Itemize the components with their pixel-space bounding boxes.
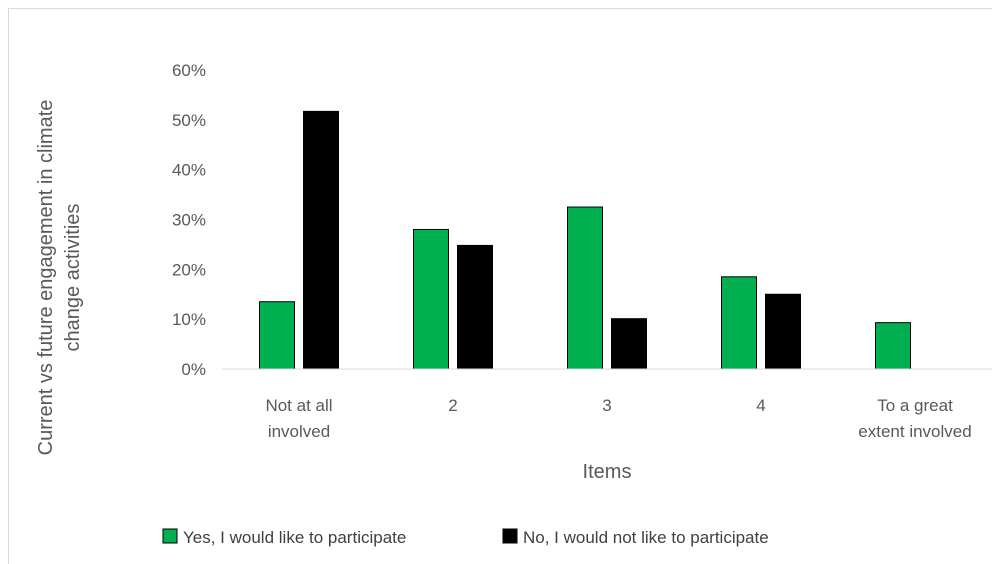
- x-tick-label: 4: [756, 396, 765, 415]
- y-axis-title-line: Current vs future engagement in climate: [35, 100, 57, 456]
- legend: Yes, I would like to participate No, I wo…: [162, 528, 769, 547]
- y-tick-label: 10%: [172, 310, 206, 329]
- bar-no-3: [765, 293, 801, 370]
- bar-no-2: [611, 318, 647, 370]
- bar-yes-4: [875, 322, 911, 370]
- bar-yes-1: [413, 228, 449, 370]
- legend-label: No, I would not like to participate: [523, 528, 769, 547]
- x-tick-label: 3: [602, 396, 611, 415]
- bars: [259, 110, 911, 370]
- legend-swatch: [502, 528, 518, 544]
- bar-no-0: [303, 110, 339, 370]
- legend-label: Yes, I would like to participate: [183, 528, 406, 547]
- bar-no-1: [457, 244, 493, 370]
- y-tick-label: 50%: [172, 111, 206, 130]
- x-axis-ticks: Not at all involved 2 3 4 To a great extent in…: [265, 396, 971, 441]
- legend-swatch: [162, 528, 178, 544]
- y-tick-label: 40%: [172, 161, 206, 180]
- x-tick-label: Not at all: [265, 396, 332, 415]
- x-tick-label: extent involved: [858, 422, 971, 441]
- bar-yes-2: [567, 206, 603, 370]
- x-axis-title: Items: [583, 461, 632, 483]
- x-tick-label: involved: [268, 422, 330, 441]
- y-axis-title: Current vs future engagement in climate c…: [35, 100, 84, 456]
- x-tick-label: 2: [448, 396, 457, 415]
- chart-frame: [8, 8, 992, 564]
- y-tick-label: 60%: [172, 61, 206, 80]
- bar-yes-0: [259, 301, 295, 370]
- y-axis-ticks: 0% 10% 20% 30% 40% 50% 60%: [172, 61, 206, 379]
- y-tick-label: 0%: [181, 360, 206, 379]
- y-tick-label: 30%: [172, 211, 206, 230]
- y-tick-label: 20%: [172, 260, 206, 279]
- y-axis-title-line: change activities: [62, 204, 84, 352]
- bar-yes-3: [721, 276, 757, 370]
- x-tick-label: To a great: [877, 396, 953, 415]
